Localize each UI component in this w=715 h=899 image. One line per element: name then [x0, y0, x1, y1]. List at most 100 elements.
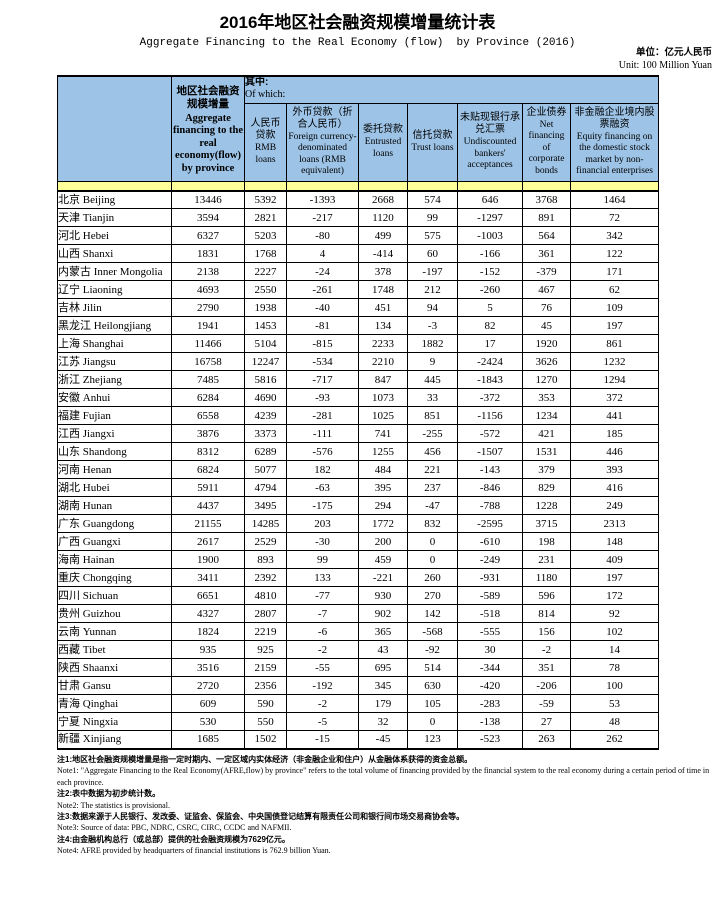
column-header-cn: 企业债券 — [526, 106, 567, 118]
value-cell: 72 — [569, 208, 660, 227]
value-cell: 2210 — [358, 352, 408, 371]
value-cell: -138 — [457, 712, 523, 731]
value-cell: -166 — [457, 244, 523, 263]
of-which-en: Of which: — [245, 89, 286, 100]
value-cell: 6824 — [171, 460, 245, 479]
value-cell: 3715 — [522, 514, 571, 533]
spacer-band-cell — [286, 180, 359, 192]
column-header-cn: 非金融企业境内股票融资 — [574, 106, 655, 130]
value-cell: -1003 — [457, 226, 523, 245]
value-cell: 294 — [358, 496, 408, 515]
value-cell: -815 — [286, 334, 359, 353]
value-cell: 2356 — [244, 676, 287, 695]
province-cell: 福建 Fujian — [57, 406, 172, 425]
province-cell: 西藏 Tibet — [57, 640, 172, 659]
value-cell: 902 — [358, 604, 408, 623]
value-cell: -197 — [407, 262, 458, 281]
value-cell: 1228 — [522, 496, 571, 515]
value-cell: 262 — [569, 730, 660, 749]
value-cell: 451 — [358, 298, 408, 317]
value-cell: 27 — [522, 712, 571, 731]
table-row: 山西 Shanxi 1831 1768 4 -414 60 -166 361 122 — [57, 244, 660, 263]
value-cell: -846 — [457, 478, 523, 497]
page-title: 2016年地区社会融资规模增量统计表 — [219, 13, 496, 32]
table-row: 云南 Yunnan 1824 2219 -6 365 -568 -555 156 102 — [57, 622, 660, 641]
value-cell: 575 — [407, 226, 458, 245]
value-cell: 3516 — [171, 658, 245, 677]
value-cell: 4810 — [244, 586, 287, 605]
spacer-band-cell — [522, 180, 571, 192]
value-cell: 456 — [407, 442, 458, 461]
afre-header-en: Aggregate financing to the real economy(… — [173, 112, 244, 174]
value-cell: 6558 — [171, 406, 245, 425]
value-cell: 925 — [244, 640, 287, 659]
value-cell: -40 — [286, 298, 359, 317]
value-cell: -420 — [457, 676, 523, 695]
value-cell: 365 — [358, 622, 408, 641]
value-cell: -55 — [286, 658, 359, 677]
table-row: 青海 Qinghai 609 590 -2 179 105 -283 -59 53 — [57, 694, 660, 713]
province-cell: 青海 Qinghai — [57, 694, 172, 713]
note-line: 注3:数据来源于人民银行、发改委、证监会、保监会、中央国债登记结算有限责任公司和… — [57, 812, 465, 822]
value-cell: 237 — [407, 478, 458, 497]
value-cell: 0 — [407, 550, 458, 569]
value-cell: 1772 — [358, 514, 408, 533]
value-cell: 6651 — [171, 586, 245, 605]
spacer-band-cell — [457, 180, 523, 192]
value-cell: 609 — [171, 694, 245, 713]
value-cell: 1073 — [358, 388, 408, 407]
table-row: 江西 Jiangxi 3876 3373 -111 741 -255 -572 421 185 — [57, 424, 660, 443]
province-cell: 广东 Guangdong — [57, 514, 172, 533]
value-cell: -2 — [286, 694, 359, 713]
value-cell: -249 — [457, 550, 523, 569]
table-row: 重庆 Chongqing 3411 2392 133 -221 260 -931 1180 19… — [57, 568, 660, 587]
value-cell: -7 — [286, 604, 359, 623]
value-cell: 832 — [407, 514, 458, 533]
column-header-en: RMB loans — [254, 143, 277, 165]
province-cell: 新疆 Xinjiang — [57, 730, 172, 749]
page-subtitle: Aggregate Financing to the Real Economy … — [139, 37, 576, 49]
column-header-4: 信托贷款 Trust loans — [407, 102, 458, 182]
value-cell: -45 — [358, 730, 408, 749]
province-cell: 湖北 Hubei — [57, 478, 172, 497]
value-cell: 2617 — [171, 532, 245, 551]
corner-cell — [57, 75, 172, 182]
value-cell: 3411 — [171, 568, 245, 587]
table-row: 陕西 Shaanxi 3516 2159 -55 695 514 -344 351 78 — [57, 658, 660, 677]
value-cell: -93 — [286, 388, 359, 407]
note-line: Note4: AFRE provided by headquarters of … — [57, 846, 331, 856]
table-row: 浙江 Zhejiang 7485 5816 -717 847 445 -1843 1270 12… — [57, 370, 660, 389]
province-cell: 四川 Sichuan — [57, 586, 172, 605]
value-cell: 185 — [569, 424, 660, 443]
value-cell: 8312 — [171, 442, 245, 461]
value-cell: 30 — [457, 640, 523, 659]
value-cell: 4 — [286, 244, 359, 263]
value-cell: -1156 — [457, 406, 523, 425]
value-cell: 851 — [407, 406, 458, 425]
value-cell: 441 — [569, 406, 660, 425]
value-cell: -523 — [457, 730, 523, 749]
column-header-en: Trust loans — [411, 142, 454, 153]
value-cell: 179 — [358, 694, 408, 713]
value-cell: 100 — [569, 676, 660, 695]
value-cell: 76 — [522, 298, 571, 317]
value-cell: 935 — [171, 640, 245, 659]
province-cell: 江苏 Jiangsu — [57, 352, 172, 371]
value-cell: -372 — [457, 388, 523, 407]
value-cell: -2 — [522, 640, 571, 659]
value-cell: 6284 — [171, 388, 245, 407]
table-row: 天津 Tianjin 3594 2821 -217 1120 99 -1297 891 72 — [57, 208, 660, 227]
note-line: 注2:表中数据为初步统计数。 — [57, 789, 161, 799]
value-cell: -221 — [358, 568, 408, 587]
value-cell: 270 — [407, 586, 458, 605]
value-cell: 378 — [358, 262, 408, 281]
table-row: 湖北 Hubei 5911 4794 -63 395 237 -846 829 416 — [57, 478, 660, 497]
value-cell: 499 — [358, 226, 408, 245]
table-row: 宁夏 Ningxia 530 550 -5 32 0 -138 27 48 — [57, 712, 660, 731]
value-cell: 2720 — [171, 676, 245, 695]
province-cell: 贵州 Guizhou — [57, 604, 172, 623]
value-cell: 416 — [569, 478, 660, 497]
of-which-header: 其中: Of which: — [243, 75, 660, 104]
spacer-band-cell — [244, 180, 287, 192]
value-cell: 514 — [407, 658, 458, 677]
